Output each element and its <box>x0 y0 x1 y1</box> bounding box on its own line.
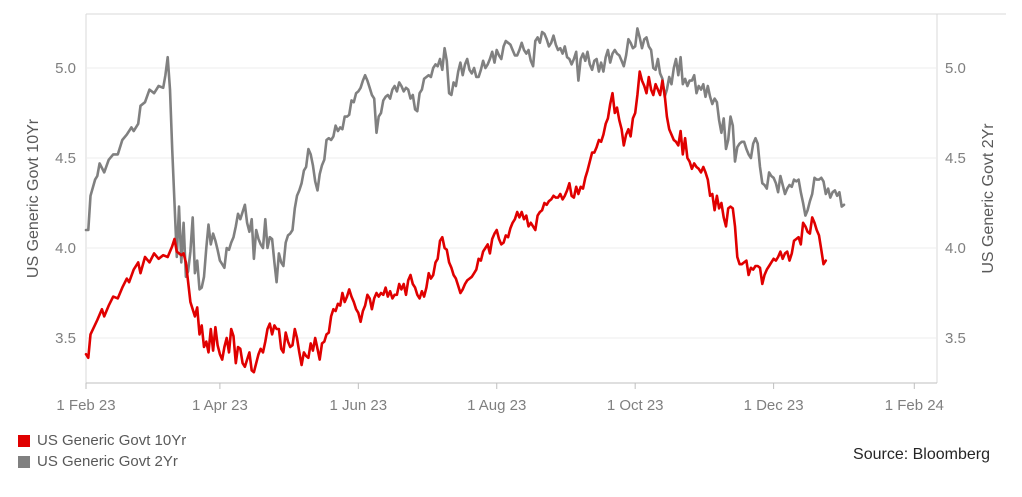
x-tick-label: 1 Feb 24 <box>885 397 944 414</box>
series-line-10yr <box>84 70 828 374</box>
x-tick-label: 1 Apr 23 <box>192 397 248 414</box>
y-right-tick-label: 4.5 <box>945 150 966 167</box>
legend: US Generic Govt 10Yr US Generic Govt 2Yr <box>18 430 186 472</box>
series-line-2yr <box>84 27 846 291</box>
x-tick-label: 1 Oct 23 <box>607 397 664 414</box>
y-left-tick-label: 5.0 <box>55 60 76 77</box>
source-note: Source: Bloomberg <box>853 446 990 463</box>
y-right-tick-label: 3.5 <box>945 330 966 347</box>
legend-swatch-2yr <box>18 455 30 468</box>
x-tick-label: 1 Aug 23 <box>467 397 526 414</box>
y-left-tick-label: 4.5 <box>55 150 76 167</box>
legend-swatch-10yr <box>18 434 30 447</box>
y-right-axis-title: US Generic Govt 2Yr <box>980 123 997 274</box>
x-tick-label: 1 Jun 23 <box>330 397 388 414</box>
legend-label-10yr: US Generic Govt 10Yr <box>37 432 187 449</box>
legend-item-10yr: US Generic Govt 10Yr <box>18 430 186 451</box>
x-tick-label: 1 Dec 23 <box>744 397 804 414</box>
x-tick-label: 1 Feb 23 <box>56 397 115 414</box>
y-left-tick-label: 4.0 <box>55 240 76 257</box>
legend-label-2yr: US Generic Govt 2Yr <box>37 453 178 470</box>
y-left-axis-title: US Generic Govt 10Yr <box>25 118 42 278</box>
y-left-tick-label: 3.5 <box>55 330 76 347</box>
y-right-tick-label: 5.0 <box>945 60 966 77</box>
y-right-tick-label: 4.0 <box>945 240 966 257</box>
legend-item-2yr: US Generic Govt 2Yr <box>18 451 186 472</box>
